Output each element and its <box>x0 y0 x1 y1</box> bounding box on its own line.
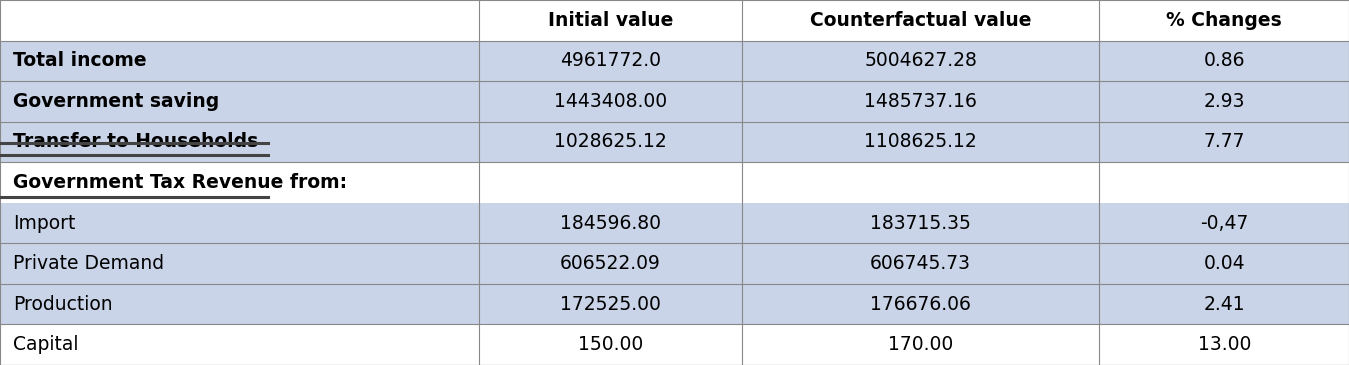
Text: 606522.09: 606522.09 <box>560 254 661 273</box>
Bar <box>742 0 1099 41</box>
Text: Total income: Total income <box>13 51 147 70</box>
Bar <box>1099 203 1349 243</box>
Text: 150.00: 150.00 <box>577 335 643 354</box>
Bar <box>479 162 742 203</box>
Bar <box>479 284 742 324</box>
Text: 1108625.12: 1108625.12 <box>865 132 977 151</box>
Text: 184596.80: 184596.80 <box>560 214 661 233</box>
Bar <box>479 122 742 162</box>
Text: Capital: Capital <box>13 335 80 354</box>
Bar <box>0 81 479 122</box>
Bar <box>479 41 742 81</box>
Bar <box>742 203 1099 243</box>
Text: 1028625.12: 1028625.12 <box>554 132 666 151</box>
Bar <box>742 243 1099 284</box>
Text: Private Demand: Private Demand <box>13 254 165 273</box>
Bar <box>742 324 1099 365</box>
Bar <box>0 284 479 324</box>
Bar <box>742 41 1099 81</box>
Bar <box>0 162 479 203</box>
Text: 4961772.0: 4961772.0 <box>560 51 661 70</box>
Text: Government saving: Government saving <box>13 92 220 111</box>
Bar <box>0 41 479 81</box>
Text: Initial value: Initial value <box>548 11 673 30</box>
Bar <box>479 0 742 41</box>
Bar <box>1099 41 1349 81</box>
Text: Transfer to Households: Transfer to Households <box>13 132 259 151</box>
Text: Government Tax Revenue from:: Government Tax Revenue from: <box>13 173 348 192</box>
Bar <box>0 0 479 41</box>
Text: 7.77: 7.77 <box>1203 132 1245 151</box>
Text: 0.86: 0.86 <box>1203 51 1245 70</box>
Text: 1443408.00: 1443408.00 <box>554 92 666 111</box>
Bar <box>1099 122 1349 162</box>
Bar <box>479 324 742 365</box>
Bar <box>742 81 1099 122</box>
Text: -0,47: -0,47 <box>1201 214 1248 233</box>
Text: 0.04: 0.04 <box>1203 254 1245 273</box>
Bar <box>742 284 1099 324</box>
Bar <box>0 243 479 284</box>
Text: % Changes: % Changes <box>1167 11 1282 30</box>
Text: Counterfactual value: Counterfactual value <box>809 11 1032 30</box>
Text: 2.41: 2.41 <box>1203 295 1245 314</box>
Bar <box>0 122 479 162</box>
Text: Production: Production <box>13 295 113 314</box>
Bar <box>1099 0 1349 41</box>
Bar <box>742 122 1099 162</box>
Bar <box>1099 162 1349 203</box>
Text: 170.00: 170.00 <box>888 335 954 354</box>
Bar <box>1099 243 1349 284</box>
Text: 176676.06: 176676.06 <box>870 295 971 314</box>
Bar <box>0 324 479 365</box>
Bar <box>479 203 742 243</box>
Bar <box>1099 324 1349 365</box>
Bar <box>479 243 742 284</box>
Text: 183715.35: 183715.35 <box>870 214 971 233</box>
Text: 5004627.28: 5004627.28 <box>865 51 977 70</box>
Bar <box>1099 81 1349 122</box>
Bar <box>0 203 479 243</box>
Bar <box>1099 284 1349 324</box>
Text: 1485737.16: 1485737.16 <box>865 92 977 111</box>
Text: 606745.73: 606745.73 <box>870 254 971 273</box>
Bar <box>742 162 1099 203</box>
Bar <box>479 81 742 122</box>
Text: Import: Import <box>13 214 76 233</box>
Text: 2.93: 2.93 <box>1203 92 1245 111</box>
Text: 13.00: 13.00 <box>1198 335 1251 354</box>
Text: 172525.00: 172525.00 <box>560 295 661 314</box>
